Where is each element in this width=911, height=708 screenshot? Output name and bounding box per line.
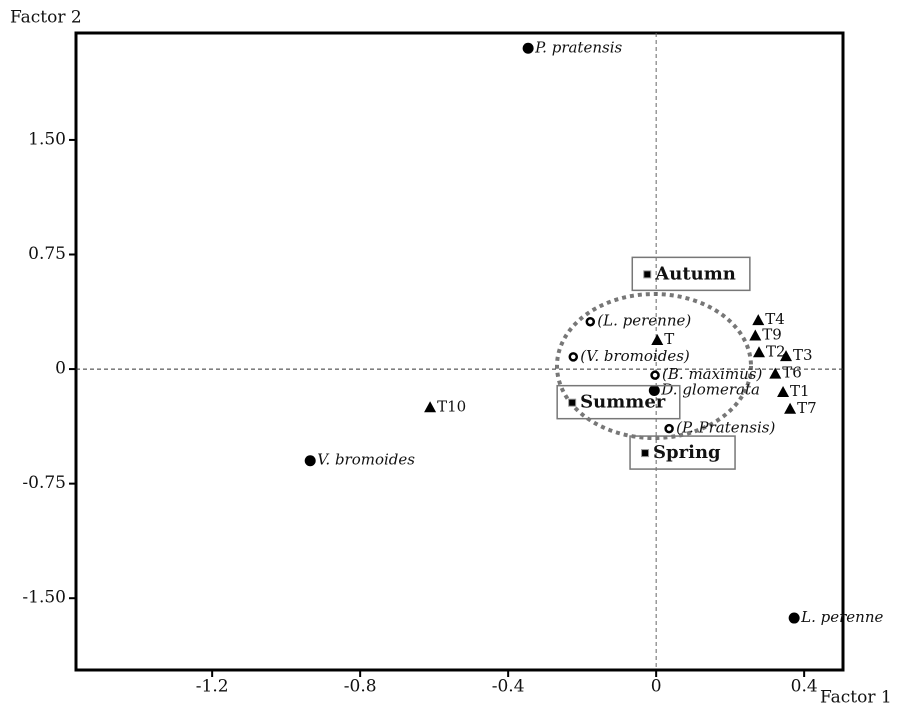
point-label: T [664, 330, 674, 348]
x-tick-label: 0 [651, 677, 662, 697]
y-tick-label: 1.50 [28, 129, 66, 149]
point-label: P. pratensis [534, 38, 622, 56]
point [784, 402, 797, 414]
point-label: (L. perenne) [597, 312, 691, 330]
x-tick-label: -0.4 [492, 677, 525, 697]
point-label: Autumn [654, 263, 736, 284]
point-label: T1 [790, 382, 810, 400]
y-tick-label: -1.50 [22, 588, 66, 608]
point-label: T4 [765, 310, 785, 328]
point [753, 346, 766, 358]
point [752, 314, 765, 326]
point [304, 455, 316, 467]
point [424, 401, 437, 413]
cluster-ellipse [555, 292, 753, 440]
y-tick-label: -0.75 [22, 473, 66, 493]
x-axis-title: Factor 1 [820, 688, 892, 708]
point [643, 270, 652, 279]
y-tick-label: 0.75 [28, 244, 66, 264]
point-label: Summer [580, 392, 666, 413]
point-label: V. bromoides [317, 451, 415, 469]
point [585, 316, 596, 327]
point-label: T6 [782, 364, 802, 382]
point [788, 612, 800, 624]
point-label: T7 [797, 399, 817, 417]
point [641, 449, 650, 458]
point [568, 352, 579, 362]
point-label: (P. Pratensis) [676, 419, 775, 437]
point [769, 367, 782, 379]
x-tick-label: -0.8 [344, 677, 377, 697]
point [664, 423, 674, 434]
point-label: T2 [766, 342, 786, 360]
point [651, 334, 664, 346]
label-box [556, 384, 681, 420]
point [650, 370, 660, 380]
point-label: (B. maximus) [662, 365, 762, 383]
point [749, 329, 762, 341]
point [648, 384, 660, 396]
x-tick-label: 0.4 [791, 677, 818, 697]
x-tick-label: -1.2 [196, 677, 229, 697]
y-axis-title: Factor 2 [10, 8, 82, 28]
label-box [629, 435, 736, 470]
point-label: (V. bromoides) [580, 347, 690, 365]
point-label: Spring [653, 442, 721, 463]
point [522, 42, 534, 54]
point [777, 385, 790, 397]
point-label: D. glomerata [660, 380, 760, 398]
point [780, 350, 793, 362]
point-label: T9 [762, 325, 782, 343]
y-tick-label: 0 [55, 359, 66, 379]
point-label: T10 [437, 397, 466, 415]
point-label: T3 [793, 346, 813, 364]
point-label: L. perenne [800, 608, 883, 626]
label-box [631, 256, 751, 292]
point [568, 398, 577, 407]
plot-frame [74, 31, 845, 672]
